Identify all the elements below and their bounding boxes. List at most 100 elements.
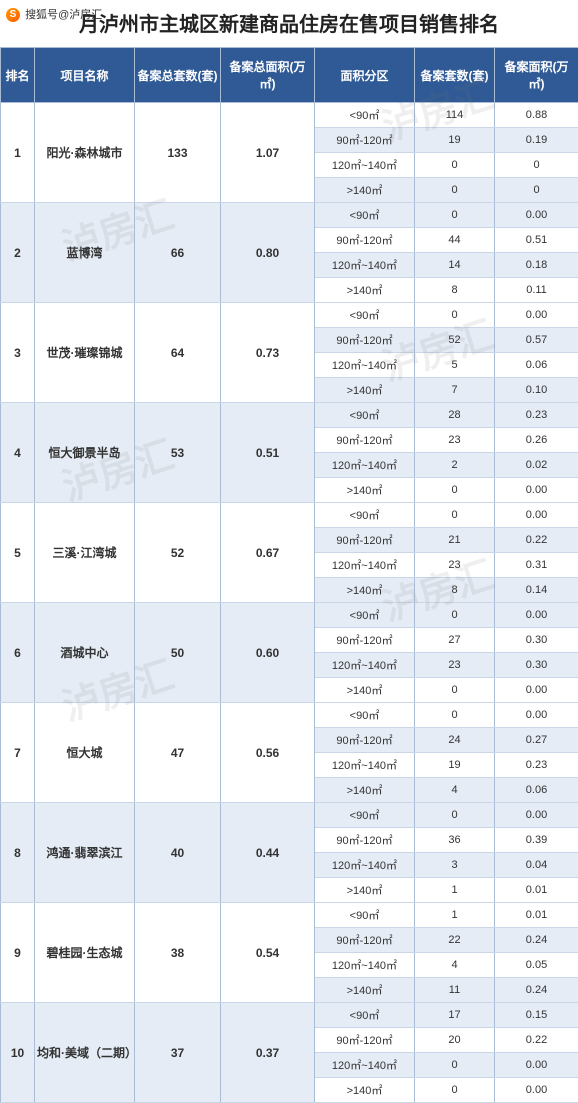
cell-seg-area: 0 (495, 153, 578, 178)
cell-seg-area: 0.26 (495, 428, 578, 453)
source-overlay: 搜狐号@泸房汇 (6, 6, 102, 22)
cell-segment: <90㎡ (315, 203, 415, 228)
cell-project-name: 恒大御景半岛 (35, 403, 135, 503)
cell-seg-units: 0 (415, 703, 495, 728)
cell-seg-area: 0.05 (495, 953, 578, 978)
cell-seg-area: 0.22 (495, 528, 578, 553)
cell-seg-units: 0 (415, 1078, 495, 1103)
cell-seg-area: 0.00 (495, 703, 578, 728)
cell-seg-units: 0 (415, 1053, 495, 1078)
cell-segment: 120㎡~140㎡ (315, 353, 415, 378)
cell-seg-units: 24 (415, 728, 495, 753)
cell-seg-units: 19 (415, 128, 495, 153)
cell-seg-area: 0.04 (495, 853, 578, 878)
sohu-logo-icon (6, 8, 20, 22)
cell-total-units: 47 (135, 703, 221, 803)
cell-total-units: 53 (135, 403, 221, 503)
cell-project-name: 酒城中心 (35, 603, 135, 703)
cell-seg-area: 0.15 (495, 1003, 578, 1028)
cell-project-name: 阳光·森林城市 (35, 103, 135, 203)
cell-seg-area: 0.01 (495, 878, 578, 903)
cell-total-units: 40 (135, 803, 221, 903)
cell-seg-area: 0.57 (495, 328, 578, 353)
cell-seg-area: 0.01 (495, 903, 578, 928)
cell-seg-units: 27 (415, 628, 495, 653)
cell-seg-units: 17 (415, 1003, 495, 1028)
cell-total-units: 37 (135, 1003, 221, 1103)
cell-seg-units: 21 (415, 528, 495, 553)
cell-seg-units: 0 (415, 503, 495, 528)
cell-rank: 1 (1, 103, 35, 203)
cell-seg-units: 5 (415, 353, 495, 378)
cell-seg-units: 1 (415, 878, 495, 903)
cell-segment: <90㎡ (315, 103, 415, 128)
cell-seg-area: 0.00 (495, 478, 578, 503)
cell-segment: <90㎡ (315, 503, 415, 528)
cell-seg-units: 4 (415, 953, 495, 978)
cell-seg-area: 0.24 (495, 978, 578, 1003)
cell-seg-area: 0.31 (495, 553, 578, 578)
cell-seg-area: 0.00 (495, 1078, 578, 1103)
overlay-brand-prefix: 搜狐号 (25, 9, 58, 21)
cell-seg-area: 0.02 (495, 453, 578, 478)
cell-seg-units: 0 (415, 178, 495, 203)
cell-seg-units: 3 (415, 853, 495, 878)
cell-segment: <90㎡ (315, 303, 415, 328)
cell-segment: 120㎡~140㎡ (315, 653, 415, 678)
cell-seg-area: 0.06 (495, 353, 578, 378)
cell-segment: >140㎡ (315, 878, 415, 903)
cell-total-area: 0.37 (221, 1003, 315, 1103)
cell-project-name: 世茂·璀璨锦城 (35, 303, 135, 403)
cell-seg-units: 20 (415, 1028, 495, 1053)
cell-seg-area: 0 (495, 178, 578, 203)
cell-total-area: 0.54 (221, 903, 315, 1003)
cell-total-units: 52 (135, 503, 221, 603)
th-seg-area: 备案面积(万㎡) (495, 48, 578, 103)
cell-seg-area: 0.00 (495, 303, 578, 328)
cell-segment: 90㎡-120㎡ (315, 428, 415, 453)
cell-rank: 5 (1, 503, 35, 603)
cell-seg-units: 23 (415, 653, 495, 678)
cell-segment: >140㎡ (315, 978, 415, 1003)
cell-segment: >140㎡ (315, 178, 415, 203)
cell-segment: <90㎡ (315, 1003, 415, 1028)
cell-seg-units: 8 (415, 578, 495, 603)
cell-seg-area: 0.23 (495, 753, 578, 778)
cell-seg-area: 0.88 (495, 103, 578, 128)
th-name: 项目名称 (35, 48, 135, 103)
cell-segment: 120㎡~140㎡ (315, 453, 415, 478)
cell-rank: 2 (1, 203, 35, 303)
cell-seg-units: 0 (415, 203, 495, 228)
cell-segment: 90㎡-120㎡ (315, 1028, 415, 1053)
cell-segment: 90㎡-120㎡ (315, 728, 415, 753)
cell-seg-area: 0.22 (495, 1028, 578, 1053)
cell-segment: <90㎡ (315, 703, 415, 728)
cell-rank: 4 (1, 403, 35, 503)
cell-seg-area: 0.51 (495, 228, 578, 253)
cell-rank: 3 (1, 303, 35, 403)
cell-seg-units: 0 (415, 153, 495, 178)
cell-segment: <90㎡ (315, 403, 415, 428)
cell-segment: 90㎡-120㎡ (315, 228, 415, 253)
cell-seg-area: 0.00 (495, 1053, 578, 1078)
cell-segment: 90㎡-120㎡ (315, 628, 415, 653)
cell-rank: 7 (1, 703, 35, 803)
cell-rank: 9 (1, 903, 35, 1003)
cell-project-name: 碧桂园·生态城 (35, 903, 135, 1003)
cell-segment: >140㎡ (315, 478, 415, 503)
cell-seg-units: 23 (415, 553, 495, 578)
cell-total-area: 0.73 (221, 303, 315, 403)
cell-seg-units: 11 (415, 978, 495, 1003)
cell-segment: 90㎡-120㎡ (315, 328, 415, 353)
cell-seg-units: 8 (415, 278, 495, 303)
cell-total-area: 1.07 (221, 103, 315, 203)
cell-segment: 90㎡-120㎡ (315, 128, 415, 153)
cell-seg-units: 114 (415, 103, 495, 128)
cell-project-name: 三溪·江湾城 (35, 503, 135, 603)
cell-project-name: 均和·美域（二期） (35, 1003, 135, 1103)
cell-segment: >140㎡ (315, 1078, 415, 1103)
cell-seg-units: 0 (415, 678, 495, 703)
cell-seg-units: 0 (415, 603, 495, 628)
cell-segment: 120㎡~140㎡ (315, 753, 415, 778)
cell-rank: 6 (1, 603, 35, 703)
